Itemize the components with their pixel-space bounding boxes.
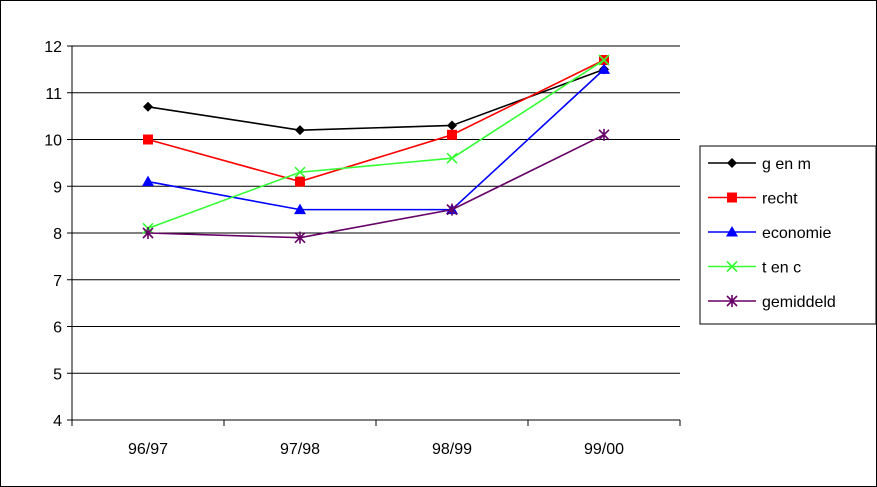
legend-marker: [726, 226, 738, 237]
data-point: [598, 63, 610, 74]
data-point: [446, 203, 458, 216]
legend-marker: [727, 158, 737, 168]
y-tick-label: 7: [53, 273, 62, 290]
y-tick-label: 8: [53, 226, 62, 243]
y-axis-ticks: 4 5 6 7 8 9 10 11 12: [44, 39, 72, 430]
data-point: [446, 152, 458, 164]
legend-label: t en c: [762, 260, 801, 277]
x-tick-label: 98/99: [432, 441, 472, 458]
series-g-en-m: [143, 64, 609, 136]
data-point: [294, 166, 306, 178]
series-group: [142, 54, 610, 244]
series-gemiddeld: [142, 128, 610, 244]
series-line: [147, 59, 605, 183]
legend-marker: [727, 192, 737, 203]
y-tick-label: 9: [53, 179, 62, 196]
legend-marker: [726, 260, 738, 273]
y-tick-label: 6: [53, 320, 62, 337]
data-point: [598, 54, 610, 66]
y-tick-label: 12: [44, 39, 62, 56]
legend-item: gemiddeld: [708, 294, 836, 311]
series-line: [147, 134, 605, 239]
series-line: [147, 68, 605, 131]
legend-item: g en m: [708, 156, 811, 173]
data-point: [295, 176, 305, 187]
y-tick-label: 5: [53, 366, 62, 383]
data-point: [295, 125, 305, 136]
y-tick-label: 11: [45, 86, 62, 103]
legend-label: recht: [762, 191, 798, 208]
legend-item: t en c: [708, 260, 801, 277]
y-tick-label: 10: [44, 133, 62, 150]
legend-item: recht: [708, 191, 798, 208]
y-tick-label: 4: [53, 413, 62, 430]
data-point: [142, 227, 154, 239]
series-line: [147, 59, 605, 230]
legend-label: economie: [762, 225, 831, 242]
data-point: [294, 203, 306, 215]
legend-item: economie: [708, 225, 831, 242]
legend-marker: [726, 295, 738, 307]
x-axis-ticks: 96/97 97/98 98/99 99/00: [71, 420, 681, 458]
data-point: [294, 231, 306, 244]
legend-label: gemiddeld: [762, 294, 836, 311]
data-point: [143, 134, 153, 145]
data-point: [598, 128, 610, 141]
series-t-en-c: [142, 54, 610, 234]
data-point: [142, 175, 154, 187]
series-line: [147, 68, 605, 211]
data-point: [447, 120, 457, 131]
legend-label: g en m: [762, 156, 811, 173]
data-point: [143, 101, 153, 112]
data-point: [447, 129, 457, 140]
series-economie: [142, 63, 610, 215]
x-tick-label: 99/00: [584, 441, 624, 458]
legend: g en m recht economie t en c gemiddeld: [699, 145, 877, 325]
x-tick-label: 96/97: [128, 441, 168, 458]
x-tick-label: 97/98: [280, 441, 320, 458]
